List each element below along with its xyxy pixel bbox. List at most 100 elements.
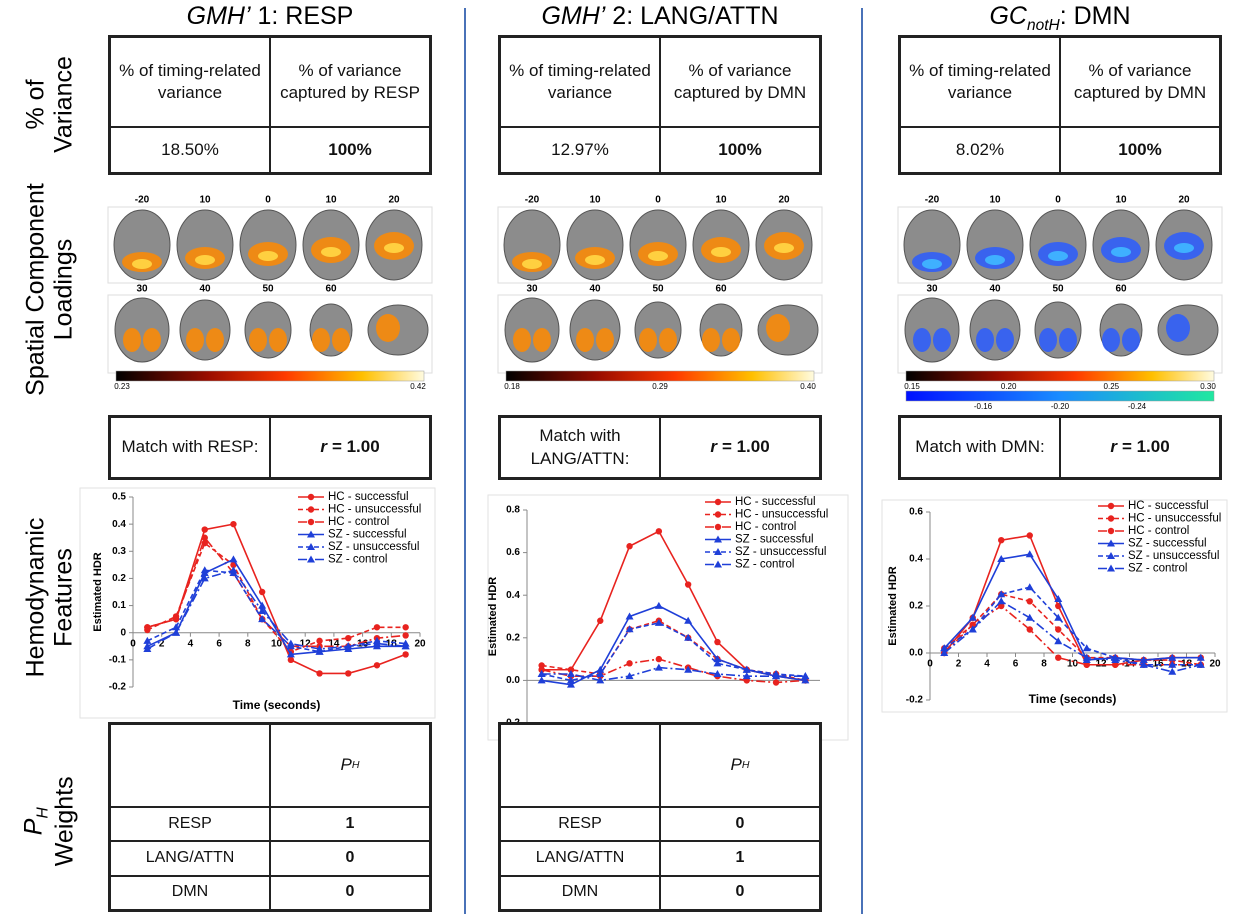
marker xyxy=(345,670,351,676)
legend-label: SZ - control xyxy=(735,559,794,571)
y-axis-label: Estimated HDR xyxy=(92,552,104,632)
table-value-cell: 100% xyxy=(660,127,820,173)
activation xyxy=(195,255,215,265)
x-axis-label: Time (seconds) xyxy=(1029,692,1117,706)
marker xyxy=(288,657,294,663)
marker xyxy=(656,656,662,662)
table-header-cell xyxy=(500,724,660,807)
marker xyxy=(230,521,236,527)
y-tick-label: 0.2 xyxy=(506,632,520,643)
colorbar-tick: 0.30 xyxy=(1200,382,1216,391)
table-header-cell: % of timing-related variance xyxy=(500,37,660,127)
activation xyxy=(711,247,731,257)
slice-label: -20 xyxy=(525,195,540,206)
brain-slice xyxy=(570,300,620,360)
weight-label: LANG/ATTN xyxy=(110,841,270,875)
marker xyxy=(1027,598,1033,604)
y-tick-label: 0.3 xyxy=(112,546,126,557)
slice-label: 10 xyxy=(715,195,727,206)
colorbar-tick: -0.16 xyxy=(974,402,993,411)
marker xyxy=(1108,503,1114,509)
y-axis-label: Estimated HDR xyxy=(487,577,499,657)
weight-label: DMN xyxy=(110,876,270,910)
slice-label: -20 xyxy=(925,195,940,206)
panel-title: GCnotH: DMN xyxy=(880,2,1240,35)
legend-label: HC - control xyxy=(328,516,389,528)
colorbar-tick: 0.18 xyxy=(504,382,520,391)
table-header-cell xyxy=(110,724,270,807)
x-tick-label: 4 xyxy=(984,659,990,670)
y-tick-label: 0.1 xyxy=(112,600,126,611)
activation xyxy=(132,259,152,269)
row-label: HemodynamicFeatures xyxy=(23,468,78,728)
colorbar-tick: 0.23 xyxy=(114,382,130,391)
activation xyxy=(206,328,224,352)
activation xyxy=(702,328,720,352)
slice-label: 50 xyxy=(262,284,274,295)
colorbar-tick: 0.25 xyxy=(1104,382,1120,391)
legend-label: HC - control xyxy=(1128,525,1189,537)
marker xyxy=(597,618,603,624)
activation xyxy=(985,255,1005,265)
slice-label: 10 xyxy=(1115,195,1127,206)
x-tick-label: 10 xyxy=(1067,659,1079,670)
weight-label: RESP xyxy=(110,807,270,841)
x-tick-label: 8 xyxy=(1041,659,1047,670)
slice-label: 40 xyxy=(989,284,1001,295)
weight-value: 0 xyxy=(270,841,430,875)
activation xyxy=(513,328,531,352)
y-tick-label: 0.2 xyxy=(909,601,923,612)
activation xyxy=(576,328,594,352)
match-value: r= 1.00 xyxy=(270,417,430,478)
row-label-line: Weights xyxy=(52,691,80,914)
activation xyxy=(123,328,141,352)
match-label: Match with RESP: xyxy=(110,417,270,478)
activation xyxy=(596,328,614,352)
match-r-value: = 1.00 xyxy=(332,436,380,458)
y-tick-label: -0.2 xyxy=(906,695,924,706)
y-tick-label: 0.4 xyxy=(909,554,923,565)
legend-label: HC - successful xyxy=(735,496,816,508)
y-tick-label: 0.8 xyxy=(506,505,520,516)
slice-label: 10 xyxy=(989,195,1001,206)
x-tick-label: 0 xyxy=(927,659,933,670)
y-tick-label: 0.0 xyxy=(506,675,520,686)
slice-label: 40 xyxy=(199,284,211,295)
slice-label: 20 xyxy=(778,195,790,206)
legend-label: SZ - successful xyxy=(735,534,814,546)
activation xyxy=(766,314,790,342)
slice-label: 10 xyxy=(325,195,337,206)
marker xyxy=(714,639,720,645)
marker xyxy=(308,519,314,525)
weight-value: 1 xyxy=(660,841,820,875)
y-tick-label: 0.0 xyxy=(909,648,923,659)
marker xyxy=(1027,626,1033,632)
y-tick-label: 0.2 xyxy=(112,573,126,584)
table-value-cell: 18.50% xyxy=(110,127,270,173)
activation xyxy=(143,328,161,352)
slice-label: 30 xyxy=(926,284,938,295)
weights-header-main: P xyxy=(341,754,352,776)
spatial-loadings: -201001020304050600.180.290.40 xyxy=(498,195,822,391)
row-label: PHWeights xyxy=(21,691,80,914)
match-table: Match with RESP:r= 1.00 xyxy=(108,415,432,480)
colorbar-tick: -0.20 xyxy=(1051,402,1070,411)
brain-slice xyxy=(1035,302,1081,358)
activation xyxy=(585,255,605,265)
legend-label: HC - unsuccessful xyxy=(735,509,828,521)
marker xyxy=(402,632,408,638)
legend-label: SZ - unsuccessful xyxy=(1128,550,1219,562)
table-header-cell: % of variance captured by DMN xyxy=(1060,37,1220,127)
marker xyxy=(308,494,314,500)
slice-label: 10 xyxy=(199,195,211,206)
x-tick-label: 6 xyxy=(216,638,222,649)
marker xyxy=(259,589,265,595)
table-header-cell: % of variance captured by RESP xyxy=(270,37,430,127)
match-value: r= 1.00 xyxy=(660,417,820,478)
brain-slice xyxy=(905,298,959,362)
slice-label: 60 xyxy=(715,284,727,295)
table-value-cell: 12.97% xyxy=(500,127,660,173)
